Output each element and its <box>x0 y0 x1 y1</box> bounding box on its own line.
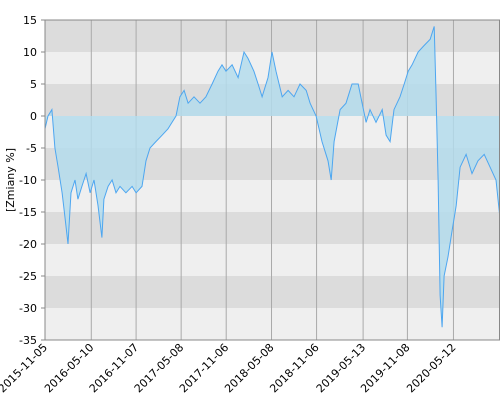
y-tick-label: -5 <box>26 142 37 155</box>
y-tick-label: 0 <box>30 110 37 123</box>
y-tick-label: -15 <box>19 206 37 219</box>
y-tick-label: -20 <box>19 238 37 251</box>
y-tick-label: -30 <box>19 302 37 315</box>
band <box>45 276 500 308</box>
y-tick-label: 10 <box>23 46 37 59</box>
y-tick-label: -25 <box>19 270 37 283</box>
y-tick-label: -35 <box>19 334 37 347</box>
y-tick-label: -10 <box>19 174 37 187</box>
x-tick-label: 2020-05-12 <box>404 341 458 395</box>
band <box>45 308 500 340</box>
area <box>45 26 500 328</box>
y-axis-label: [Zmiany %] <box>4 148 17 212</box>
line <box>44 26 500 328</box>
band <box>45 244 500 276</box>
y-tick-label: 5 <box>30 78 37 91</box>
y-tick-label: 15 <box>23 14 37 27</box>
band <box>45 212 500 244</box>
